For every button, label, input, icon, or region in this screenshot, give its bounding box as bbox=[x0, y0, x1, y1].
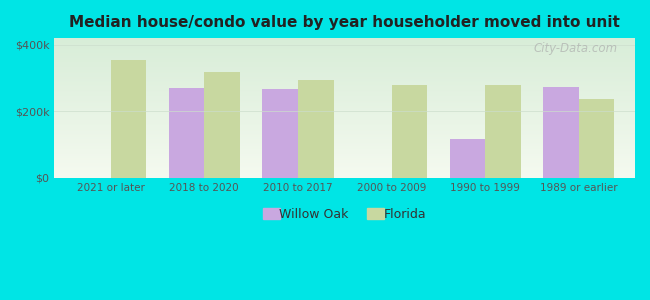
Legend: Willow Oak, Florida: Willow Oak, Florida bbox=[257, 202, 433, 227]
Text: City-Data.com: City-Data.com bbox=[534, 42, 618, 55]
Bar bbox=[450, 139, 485, 178]
Bar bbox=[298, 80, 333, 178]
Bar bbox=[485, 85, 521, 178]
Bar bbox=[169, 88, 204, 178]
Title: Median house/condo value by year householder moved into unit: Median house/condo value by year househo… bbox=[70, 15, 620, 30]
Bar bbox=[391, 85, 427, 178]
Bar bbox=[578, 99, 614, 178]
Bar bbox=[111, 60, 146, 178]
Bar bbox=[543, 87, 578, 178]
Bar bbox=[263, 89, 298, 178]
Bar bbox=[204, 72, 240, 178]
